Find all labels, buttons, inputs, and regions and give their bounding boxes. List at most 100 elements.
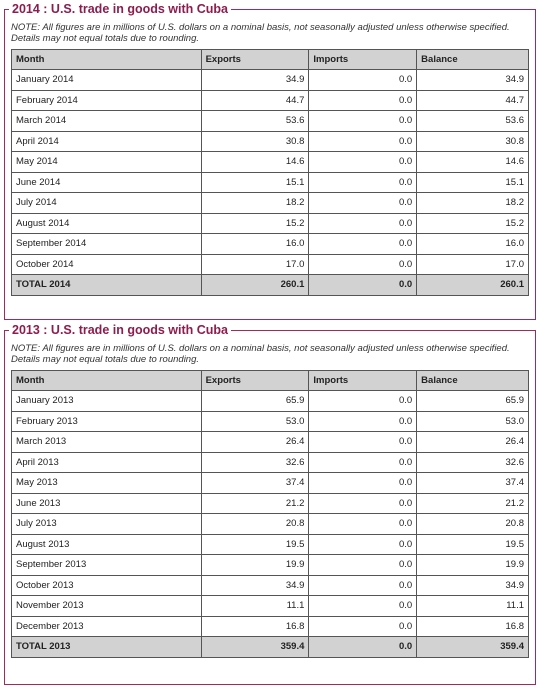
cell-balance: 37.4 — [416, 472, 529, 494]
table-row: September 2013 19.9 0.0 19.9 — [11, 554, 529, 576]
cell-balance: 53.6 — [416, 110, 529, 132]
cell-exports: 53.6 — [200, 110, 310, 132]
cell-imports: 0.0 — [308, 69, 418, 91]
cell-balance: 18.2 — [416, 192, 529, 214]
note-text: NOTE: All figures are in millions of U.S… — [11, 22, 510, 44]
cell-imports: 0.0 — [308, 533, 418, 555]
cell-balance: 34.9 — [416, 574, 529, 596]
cell-exports: 18.2 — [200, 192, 310, 214]
header-month: Month — [11, 370, 202, 391]
table-row: September 2014 16.0 0.0 16.0 — [11, 233, 529, 255]
table-row: August 2014 15.2 0.0 15.2 — [11, 212, 529, 234]
cell-exports: 16.0 — [200, 233, 310, 255]
header-month: Month — [11, 49, 202, 70]
cell-exports: 17.0 — [200, 253, 310, 275]
cell-balance: 17.0 — [416, 253, 529, 275]
cell-month: February 2013 — [11, 410, 202, 432]
cell-imports: 0.0 — [308, 472, 418, 494]
cell-balance: 15.1 — [416, 171, 529, 193]
cell-exports: 359.4 — [200, 636, 310, 658]
cell-month: April 2014 — [11, 130, 202, 152]
cell-exports: 37.4 — [200, 472, 310, 494]
cell-exports: 21.2 — [200, 492, 310, 514]
cell-exports: 19.9 — [200, 554, 310, 576]
table-row: March 2014 53.6 0.0 53.6 — [11, 110, 529, 132]
cell-balance: 16.0 — [416, 233, 529, 255]
cell-month: November 2013 — [11, 595, 202, 617]
table-row: March 2013 26.4 0.0 26.4 — [11, 431, 529, 453]
header-balance: Balance — [416, 49, 529, 70]
cell-imports: 0.0 — [308, 390, 418, 412]
cell-balance: 359.4 — [416, 636, 529, 658]
header-exports: Exports — [200, 370, 310, 391]
cell-balance: 14.6 — [416, 151, 529, 173]
cell-month: May 2014 — [11, 151, 202, 173]
cell-balance: 19.5 — [416, 533, 529, 555]
table-row: November 2013 11.1 0.0 11.1 — [11, 595, 529, 617]
table-total-row: TOTAL 2014 260.1 0.0 260.1 — [11, 274, 529, 296]
cell-imports: 0.0 — [308, 615, 418, 637]
header-balance: Balance — [416, 370, 529, 391]
table-header-row: Month Exports Imports Balance — [11, 370, 529, 391]
table-row: July 2013 20.8 0.0 20.8 — [11, 513, 529, 535]
cell-exports: 16.8 — [200, 615, 310, 637]
cell-balance: 34.9 — [416, 69, 529, 91]
cell-exports: 11.1 — [200, 595, 310, 617]
cell-imports: 0.0 — [308, 513, 418, 535]
cell-exports: 44.7 — [200, 89, 310, 111]
trade-table-2014: Month Exports Imports Balance January 20… — [11, 49, 529, 296]
cell-month: September 2013 — [11, 554, 202, 576]
table-row: January 2013 65.9 0.0 65.9 — [11, 390, 529, 412]
cell-exports: 260.1 — [200, 274, 310, 296]
cell-month: TOTAL 2014 — [11, 274, 202, 296]
cell-month: January 2013 — [11, 390, 202, 412]
cell-imports: 0.0 — [308, 554, 418, 576]
cell-month: July 2014 — [11, 192, 202, 214]
cell-imports: 0.0 — [308, 89, 418, 111]
cell-month: January 2014 — [11, 69, 202, 91]
cell-exports: 15.1 — [200, 171, 310, 193]
header-imports: Imports — [308, 49, 418, 70]
cell-exports: 53.0 — [200, 410, 310, 432]
cell-imports: 0.0 — [308, 431, 418, 453]
cell-imports: 0.0 — [308, 130, 418, 152]
cell-exports: 34.9 — [200, 574, 310, 596]
cell-balance: 15.2 — [416, 212, 529, 234]
cell-imports: 0.0 — [308, 274, 418, 296]
section-title: 2013 : U.S. trade in goods with Cuba — [12, 323, 229, 337]
cell-exports: 26.4 — [200, 431, 310, 453]
cell-imports: 0.0 — [308, 451, 418, 473]
cell-month: October 2014 — [11, 253, 202, 275]
cell-month: March 2014 — [11, 110, 202, 132]
table-row: April 2014 30.8 0.0 30.8 — [11, 130, 529, 152]
table-header-row: Month Exports Imports Balance — [11, 49, 529, 70]
cell-imports: 0.0 — [308, 233, 418, 255]
cell-balance: 30.8 — [416, 130, 529, 152]
section-title: 2014 : U.S. trade in goods with Cuba — [12, 2, 229, 16]
table-row: July 2014 18.2 0.0 18.2 — [11, 192, 529, 214]
cell-month: May 2013 — [11, 472, 202, 494]
cell-month: August 2014 — [11, 212, 202, 234]
cell-imports: 0.0 — [308, 636, 418, 658]
cell-exports: 32.6 — [200, 451, 310, 473]
cell-month: TOTAL 2013 — [11, 636, 202, 658]
cell-exports: 14.6 — [200, 151, 310, 173]
cell-balance: 26.4 — [416, 431, 529, 453]
cell-exports: 34.9 — [200, 69, 310, 91]
header-exports: Exports — [200, 49, 310, 70]
table-row: January 2014 34.9 0.0 34.9 — [11, 69, 529, 91]
cell-exports: 65.9 — [200, 390, 310, 412]
table-row: February 2014 44.7 0.0 44.7 — [11, 89, 529, 111]
table-row: August 2013 19.5 0.0 19.5 — [11, 533, 529, 555]
table-total-row: TOTAL 2013 359.4 0.0 359.4 — [11, 636, 529, 658]
table-row: December 2013 16.8 0.0 16.8 — [11, 615, 529, 637]
cell-imports: 0.0 — [308, 171, 418, 193]
header-imports: Imports — [308, 370, 418, 391]
cell-month: June 2014 — [11, 171, 202, 193]
cell-balance: 11.1 — [416, 595, 529, 617]
cell-balance: 65.9 — [416, 390, 529, 412]
cell-imports: 0.0 — [308, 595, 418, 617]
cell-exports: 20.8 — [200, 513, 310, 535]
cell-imports: 0.0 — [308, 253, 418, 275]
cell-imports: 0.0 — [308, 192, 418, 214]
